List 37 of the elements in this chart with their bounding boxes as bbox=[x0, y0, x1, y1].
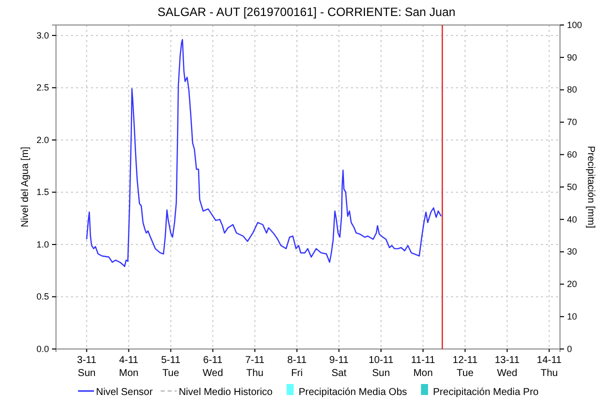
y2-tick-label: 80 bbox=[567, 84, 578, 95]
x-tick-label: 13-11 Wed bbox=[494, 355, 520, 379]
legend-label: Precipitación Media Obs bbox=[298, 387, 408, 398]
y2-tick-label: 0 bbox=[567, 344, 572, 354]
y-tick-label: 3.0 bbox=[36, 30, 49, 40]
x-tick-label: 8-11 Fri bbox=[287, 355, 307, 379]
x-tick-label: 14-11 Thu bbox=[536, 355, 562, 379]
x-tick-label: 7-11 Thu bbox=[245, 355, 265, 379]
y-tick-label: 1.5 bbox=[36, 187, 49, 198]
y2-tick-label: 40 bbox=[567, 214, 578, 224]
y-tick-label: 0.5 bbox=[36, 292, 49, 302]
x-tick-label: 4-11 Mon bbox=[118, 355, 139, 379]
y2-tick-label: 20 bbox=[567, 279, 578, 290]
y2-axis-title: Precipitación [mm] bbox=[585, 146, 596, 228]
x-tick-label: 3-11 Sun bbox=[77, 355, 97, 379]
y2-tick-label: 60 bbox=[567, 149, 578, 160]
y2-tick-label: 50 bbox=[567, 182, 578, 192]
y2-tick-label: 70 bbox=[567, 117, 578, 128]
y2-tick-label: 10 bbox=[567, 311, 578, 322]
x-tick-label: 6-11 Wed bbox=[202, 355, 223, 379]
y-tick-label: 2.0 bbox=[36, 134, 49, 145]
legend-label: Nivel Medio Historico bbox=[178, 387, 274, 398]
chart-title: SALGAR - AUT [2619700161] - CORRIENTE: San Juan bbox=[158, 5, 456, 19]
y-tick-label: 2.5 bbox=[36, 82, 49, 93]
y2-tick-label: 100 bbox=[567, 20, 582, 30]
x-tick-label: 12-11 Tue bbox=[452, 355, 478, 379]
y-tick-label: 1.0 bbox=[36, 239, 49, 250]
y2-tick-label: 90 bbox=[567, 52, 578, 62]
y-axis-title: Nivel del Agua [m] bbox=[20, 146, 31, 228]
x-tick-label: 10-11 Sun bbox=[368, 355, 394, 379]
legend-label: Nivel Sensor bbox=[96, 387, 154, 398]
legend-label: Precipitación Media Pro bbox=[433, 387, 540, 398]
y2-tick-label: 30 bbox=[567, 246, 578, 257]
y-tick-label: 0.0 bbox=[36, 344, 49, 354]
x-tick-label: 11-11 Mon bbox=[411, 355, 436, 379]
x-tick-label: 9-11 Sat bbox=[329, 355, 350, 379]
x-tick-label: 5-11 Tue bbox=[161, 355, 181, 379]
